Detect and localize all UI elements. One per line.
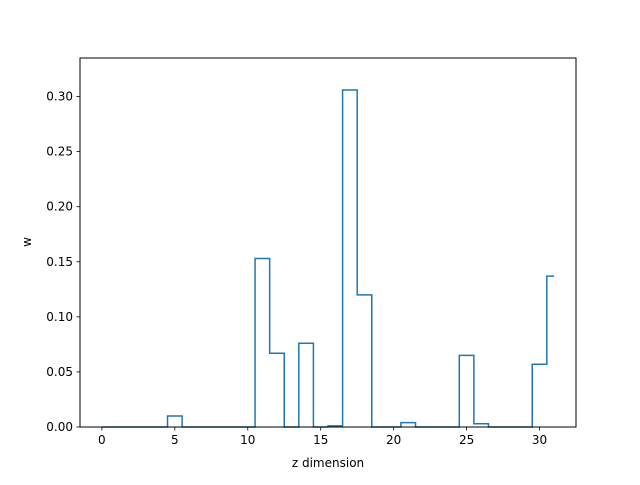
y-axis-label: w xyxy=(20,237,34,247)
y-axis-ticks: 0.00 0.05 0.10 0.15 0.20 0.25 0.30 xyxy=(46,90,80,434)
x-tick-label: 25 xyxy=(459,433,474,447)
x-axis-ticks: 0 5 10 15 20 25 30 xyxy=(98,427,547,447)
y-tick-label: 0.15 xyxy=(46,255,73,269)
y-tick-label: 0.00 xyxy=(46,420,73,434)
x-tick-label: 20 xyxy=(386,433,401,447)
y-tick-label: 0.05 xyxy=(46,365,73,379)
y-tick-label: 0.20 xyxy=(46,200,73,214)
y-tick-label: 0.25 xyxy=(46,145,73,159)
plot-background xyxy=(80,58,576,427)
x-tick-label: 0 xyxy=(98,433,106,447)
x-tick-label: 30 xyxy=(532,433,547,447)
x-tick-label: 10 xyxy=(240,433,255,447)
x-tick-label: 5 xyxy=(171,433,179,447)
y-tick-label: 0.10 xyxy=(46,310,73,324)
x-axis-label: z dimension xyxy=(292,456,364,470)
y-tick-label: 0.30 xyxy=(46,90,73,104)
x-tick-label: 15 xyxy=(313,433,328,447)
